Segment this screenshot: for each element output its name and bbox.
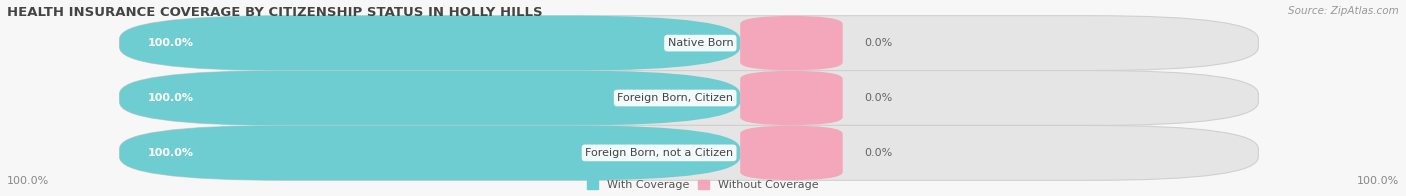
FancyBboxPatch shape xyxy=(120,125,1258,180)
Text: HEALTH INSURANCE COVERAGE BY CITIZENSHIP STATUS IN HOLLY HILLS: HEALTH INSURANCE COVERAGE BY CITIZENSHIP… xyxy=(7,6,543,19)
FancyBboxPatch shape xyxy=(120,16,1258,71)
Text: 0.0%: 0.0% xyxy=(863,38,891,48)
Text: Native Born: Native Born xyxy=(668,38,733,48)
Text: Foreign Born, Citizen: Foreign Born, Citizen xyxy=(617,93,733,103)
Text: 100.0%: 100.0% xyxy=(148,93,194,103)
Legend: With Coverage, Without Coverage: With Coverage, Without Coverage xyxy=(588,180,818,191)
Text: 100.0%: 100.0% xyxy=(148,148,194,158)
FancyBboxPatch shape xyxy=(120,16,740,71)
FancyBboxPatch shape xyxy=(740,71,842,125)
Text: 100.0%: 100.0% xyxy=(1357,176,1399,186)
FancyBboxPatch shape xyxy=(120,71,1258,125)
Text: 0.0%: 0.0% xyxy=(863,93,891,103)
Text: Source: ZipAtlas.com: Source: ZipAtlas.com xyxy=(1288,6,1399,16)
FancyBboxPatch shape xyxy=(740,16,842,71)
Text: Foreign Born, not a Citizen: Foreign Born, not a Citizen xyxy=(585,148,733,158)
Text: 0.0%: 0.0% xyxy=(863,148,891,158)
Text: 100.0%: 100.0% xyxy=(7,176,49,186)
FancyBboxPatch shape xyxy=(120,71,740,125)
Text: 100.0%: 100.0% xyxy=(148,38,194,48)
FancyBboxPatch shape xyxy=(740,125,842,180)
FancyBboxPatch shape xyxy=(120,125,740,180)
